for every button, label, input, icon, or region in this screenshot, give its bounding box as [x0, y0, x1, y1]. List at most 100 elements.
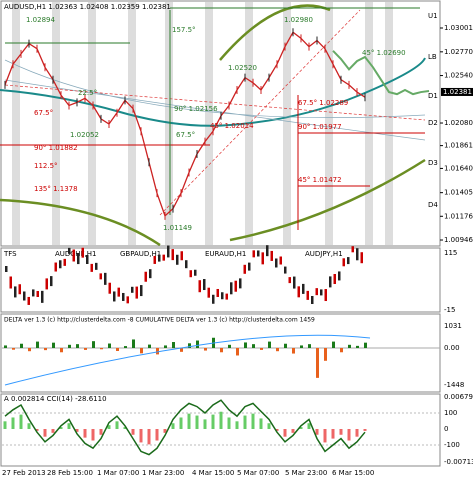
delta-bar [300, 345, 303, 348]
stripe [283, 2, 291, 245]
mini-candle [356, 248, 359, 261]
delta-bar [68, 344, 71, 348]
last-price-box [441, 87, 473, 96]
annotation: 67.5° [176, 131, 195, 139]
panel-title: A 0.002814 CCI(14) -28.6110 [4, 395, 107, 403]
delta-bar [180, 348, 183, 352]
mini-candle [23, 291, 26, 301]
mini-candle [257, 250, 260, 257]
delta-bar [36, 341, 39, 348]
stripe [88, 2, 96, 245]
mini-candle [99, 273, 102, 280]
delta-bar [332, 341, 335, 348]
y-tick-label: 1.01861 [444, 142, 473, 150]
delta-bar [116, 348, 119, 351]
mini-candle [36, 290, 39, 297]
mini-candle [293, 276, 296, 289]
delta-bar [244, 342, 247, 348]
delta-bar [260, 348, 263, 350]
stripe [385, 2, 393, 245]
mini-candle [288, 277, 291, 284]
x-tick-label: 28 Feb 15:00 [47, 469, 93, 477]
mini-candle [176, 254, 179, 265]
mini-candle [189, 270, 192, 278]
delta-bar [316, 348, 319, 378]
axis-label: -15 [444, 306, 455, 314]
mini-candle [45, 278, 48, 290]
stripe [325, 2, 333, 245]
delta-bar [148, 344, 151, 348]
level-label: D4 [428, 201, 438, 209]
level-label: D2 [428, 119, 438, 127]
x-tick-label: 5 Mar 07:00 [237, 469, 279, 477]
annotation: 1.01149 [163, 224, 192, 232]
axis-label: -0.00713 [444, 458, 473, 466]
mini-candle [9, 276, 12, 289]
mini-candle [342, 258, 345, 267]
mini-candle [261, 252, 264, 265]
mini-candle [212, 294, 215, 304]
stripe [205, 2, 213, 245]
mini-candle [72, 249, 75, 262]
cci-line [4, 399, 366, 456]
mini-candle [306, 290, 309, 300]
mini-candle [351, 246, 354, 253]
delta-bar [284, 343, 287, 348]
mini-candle [113, 291, 116, 302]
pair-label: AUDJPY,H1 [305, 250, 343, 258]
mini-candle [77, 253, 80, 265]
delta-bar [220, 348, 223, 353]
pair-label: EURAUD,H1 [205, 250, 246, 258]
stripe [52, 2, 60, 245]
mini-candle [131, 286, 134, 293]
delta-bar [356, 345, 359, 348]
y-tick-label: 1.03001 [444, 24, 473, 32]
x-tick-label: 1 Mar 23:00 [142, 469, 184, 477]
mini-candle [252, 250, 255, 258]
mini-candle [95, 262, 98, 270]
x-tick-label: 6 Mar 15:00 [332, 469, 374, 477]
mini-candle [333, 274, 336, 285]
delta-bar [276, 348, 279, 352]
delta-bar [364, 342, 367, 348]
mini-candle [221, 292, 224, 300]
axis-label: -100 [444, 441, 460, 449]
delta-bar [236, 348, 239, 356]
delta-bar [188, 343, 191, 348]
annotation: 67.5° [34, 109, 53, 117]
projection-line [332, 50, 430, 96]
delta-bar [164, 345, 167, 348]
pair-label: GBPAUD,H1 [120, 250, 161, 258]
mini-candle [270, 250, 273, 261]
delta-bar [268, 341, 271, 348]
delta-bar [228, 344, 231, 348]
mini-candle [207, 287, 210, 298]
mini-candle [149, 269, 152, 279]
envelope-low [0, 158, 426, 247]
annotation: 1.02052 [70, 131, 99, 139]
delta-bar [204, 348, 207, 351]
annotation: 1.02980 [284, 16, 313, 24]
mini-candle [158, 254, 161, 262]
mini-candle [104, 272, 107, 285]
level-label: LB [428, 53, 437, 61]
chart-title: AUDUSD,H1 1.02363 1.02408 1.02359 1.0238… [4, 3, 171, 11]
stripe [365, 2, 373, 245]
level-label: U1 [428, 12, 438, 20]
y-tick-label: 1.00946 [444, 236, 473, 244]
mini-candle [185, 260, 188, 269]
tfs-frame [0, 247, 441, 313]
level-label: D1 [428, 92, 438, 100]
delta-bar [52, 342, 55, 348]
stripe [128, 2, 136, 245]
y-tick-label: 1.02080 [444, 119, 473, 127]
mini-candle [320, 289, 323, 296]
mini-candle [32, 289, 35, 297]
delta-bar [196, 340, 199, 348]
axis-label: 0.00 [444, 344, 460, 352]
y-tick-label: 1.01405 [444, 189, 473, 197]
last-price-label: 1.02381 [443, 88, 472, 96]
annotation: 90° 1.02156 [174, 105, 218, 113]
mini-candle [68, 247, 71, 254]
mini-candle [324, 289, 327, 302]
